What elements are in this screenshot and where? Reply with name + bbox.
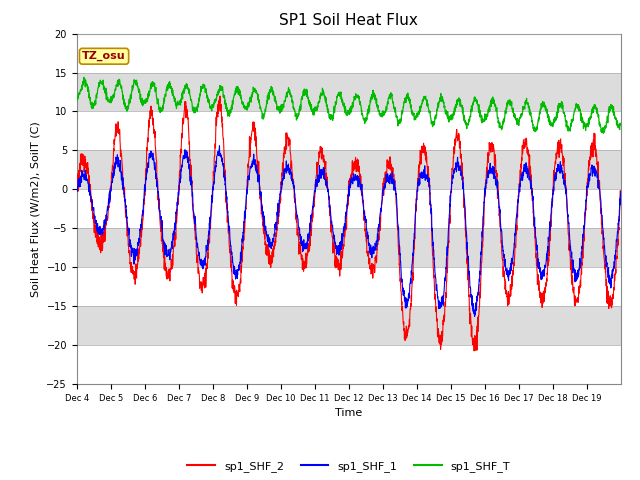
Bar — [77, 189, 621, 228]
Bar — [77, 267, 621, 306]
Legend: sp1_SHF_2, sp1_SHF_1, sp1_SHF_T: sp1_SHF_2, sp1_SHF_1, sp1_SHF_T — [183, 457, 515, 477]
Text: TZ_osu: TZ_osu — [82, 51, 126, 61]
Line: sp1_SHF_1: sp1_SHF_1 — [77, 146, 621, 317]
Bar — [77, 306, 621, 345]
Bar — [77, 228, 621, 267]
sp1_SHF_T — [381, 109, 389, 115]
Title: SP1 Soil Heat Flux: SP1 Soil Heat Flux — [280, 13, 418, 28]
sp1_SHF_2 — [216, 93, 224, 99]
Line: sp1_SHF_T: sp1_SHF_T — [77, 77, 621, 133]
sp1_SHF_1 — [617, 188, 625, 194]
sp1_SHF_1 — [73, 184, 81, 190]
sp1_SHF_2 — [127, 269, 135, 275]
Bar — [77, 72, 621, 111]
sp1_SHF_T — [543, 110, 551, 116]
sp1_SHF_T — [80, 74, 88, 80]
sp1_SHF_T — [600, 131, 607, 136]
sp1_SHF_T — [610, 104, 618, 109]
sp1_SHF_T — [127, 92, 135, 98]
sp1_SHF_1 — [513, 214, 521, 219]
sp1_SHF_1 — [127, 242, 135, 248]
Bar — [77, 111, 621, 150]
sp1_SHF_2 — [73, 189, 81, 194]
X-axis label: Time: Time — [335, 408, 362, 418]
sp1_SHF_T — [73, 96, 81, 102]
Bar — [77, 34, 621, 72]
sp1_SHF_T — [617, 122, 625, 128]
Bar — [77, 150, 621, 189]
sp1_SHF_1 — [471, 314, 479, 320]
sp1_SHF_T — [513, 120, 520, 126]
Y-axis label: Soil Heat Flux (W/m2), SoilT (C): Soil Heat Flux (W/m2), SoilT (C) — [31, 121, 41, 297]
sp1_SHF_1 — [381, 181, 389, 187]
sp1_SHF_2 — [513, 228, 521, 233]
sp1_SHF_1 — [245, 176, 253, 181]
sp1_SHF_2 — [610, 291, 618, 297]
Line: sp1_SHF_2: sp1_SHF_2 — [77, 96, 621, 351]
sp1_SHF_1 — [216, 143, 223, 149]
sp1_SHF_2 — [470, 348, 478, 354]
sp1_SHF_T — [245, 104, 253, 109]
sp1_SHF_1 — [610, 266, 618, 272]
sp1_SHF_2 — [617, 192, 625, 198]
sp1_SHF_2 — [245, 158, 253, 164]
sp1_SHF_1 — [544, 249, 552, 255]
sp1_SHF_2 — [381, 179, 389, 184]
sp1_SHF_2 — [544, 263, 552, 268]
Bar — [77, 345, 621, 384]
